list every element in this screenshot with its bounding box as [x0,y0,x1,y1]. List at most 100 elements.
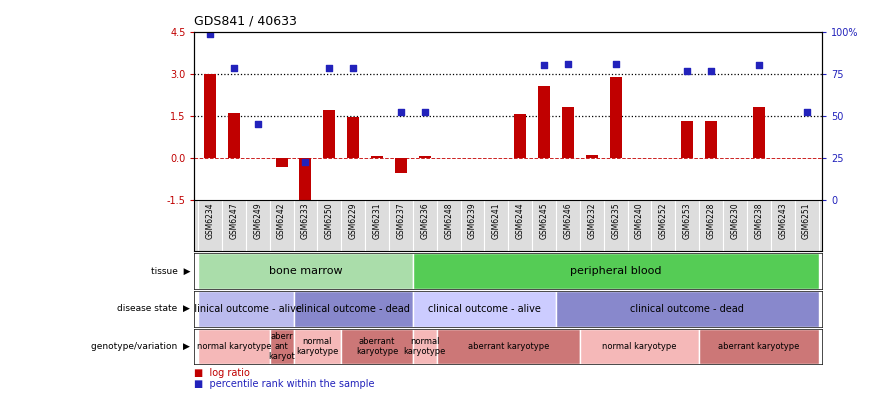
Bar [753,107,765,158]
Bar [723,200,747,251]
Bar [198,253,413,289]
Bar [276,158,287,167]
Bar [508,200,532,251]
Bar [198,291,293,327]
Text: normal
karyotype: normal karyotype [404,337,446,356]
Text: GSM6234: GSM6234 [205,202,215,239]
Bar [682,122,693,158]
Bar [341,329,413,364]
Bar [293,291,413,327]
Text: ■  log ratio: ■ log ratio [194,368,250,378]
Text: GSM6245: GSM6245 [539,202,549,239]
Bar [300,158,311,204]
Text: GSM6240: GSM6240 [635,202,644,239]
Text: ■  percentile rank within the sample: ■ percentile rank within the sample [194,379,375,389]
Text: GSM6253: GSM6253 [682,202,692,239]
Text: aberrant karyotype: aberrant karyotype [718,342,799,351]
Point [347,65,361,71]
Bar [204,74,216,158]
Text: GSM6249: GSM6249 [253,202,263,239]
Text: GDS841 / 40633: GDS841 / 40633 [194,15,297,28]
Bar [413,200,437,251]
Text: disease state  ▶: disease state ▶ [118,305,190,313]
Bar [556,291,819,327]
Text: genotype/variation  ▶: genotype/variation ▶ [91,342,190,351]
Text: clinical outcome - dead: clinical outcome - dead [296,304,410,314]
Text: clinical outcome - dead: clinical outcome - dead [630,304,744,314]
Bar [413,329,437,364]
Text: normal karyotype: normal karyotype [602,342,677,351]
Point [680,68,694,74]
Bar [580,329,699,364]
Point [227,65,241,71]
Bar [699,329,819,364]
Bar [389,200,413,251]
Bar [699,200,723,251]
Text: GSM6244: GSM6244 [515,202,525,239]
Text: GSM6241: GSM6241 [492,202,501,239]
Text: peripheral blood: peripheral blood [570,266,661,276]
Text: GSM6248: GSM6248 [444,202,453,239]
Text: clinical outcome - alive: clinical outcome - alive [428,304,541,314]
Text: GSM6229: GSM6229 [348,202,358,239]
Bar [610,76,621,158]
Point [799,109,813,115]
Bar [222,200,246,251]
Bar [675,200,699,251]
Text: GSM6231: GSM6231 [372,202,382,239]
Bar [293,329,341,364]
Bar [270,200,293,251]
Point [560,61,575,67]
Bar [514,114,526,158]
Bar [652,200,675,251]
Text: GSM6239: GSM6239 [468,202,477,239]
Bar [586,154,598,158]
Point [394,109,408,115]
Point [299,159,313,165]
Bar [419,156,431,158]
Point [251,121,265,128]
Point [704,68,718,74]
Bar [413,253,819,289]
Text: GSM6233: GSM6233 [301,202,310,239]
Bar [246,200,270,251]
Text: normal karyotype: normal karyotype [196,342,271,351]
Bar [324,110,335,158]
Bar [437,200,461,251]
Text: normal
karyotype: normal karyotype [296,337,339,356]
Text: aberrant
karyotype: aberrant karyotype [356,337,398,356]
Bar [347,117,359,158]
Bar [556,200,580,251]
Text: bone marrow: bone marrow [269,266,342,276]
Bar [705,122,717,158]
Point [537,62,551,69]
Bar [747,200,771,251]
Bar [365,200,389,251]
Bar [532,200,556,251]
Point [323,65,337,71]
Text: aberr
ant
karyot: aberr ant karyot [268,331,295,362]
Point [751,62,766,69]
Bar [293,200,317,251]
Text: GSM6246: GSM6246 [563,202,573,239]
Text: GSM6247: GSM6247 [229,202,239,239]
Text: tissue  ▶: tissue ▶ [150,267,190,276]
Text: GSM6250: GSM6250 [324,202,334,239]
Bar [317,200,341,251]
Text: GSM6242: GSM6242 [277,202,286,239]
Bar [228,113,240,158]
Bar [580,200,604,251]
Bar [461,200,484,251]
Text: aberrant karyotype: aberrant karyotype [468,342,549,351]
Text: GSM6252: GSM6252 [659,202,668,239]
Text: GSM6251: GSM6251 [802,202,812,239]
Text: GSM6236: GSM6236 [420,202,430,239]
Bar [371,156,383,158]
Text: GSM6237: GSM6237 [396,202,406,239]
Bar [604,200,628,251]
Bar [198,329,270,364]
Text: GSM6232: GSM6232 [587,202,597,239]
Bar [395,158,407,173]
Bar [341,200,365,251]
Text: GSM6235: GSM6235 [611,202,621,239]
